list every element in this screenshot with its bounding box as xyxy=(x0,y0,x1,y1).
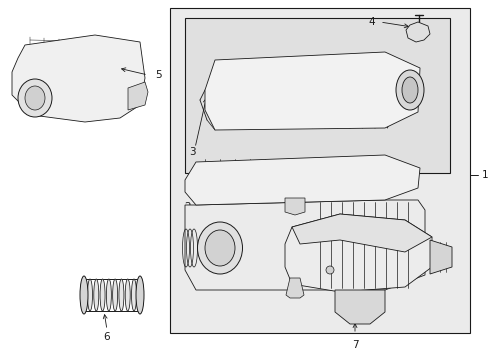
Polygon shape xyxy=(184,155,419,205)
Text: 2: 2 xyxy=(184,202,191,212)
Ellipse shape xyxy=(125,279,130,311)
Ellipse shape xyxy=(87,279,92,311)
Polygon shape xyxy=(285,214,431,292)
Ellipse shape xyxy=(18,79,52,117)
Ellipse shape xyxy=(106,279,111,311)
Text: 4: 4 xyxy=(368,17,375,27)
Ellipse shape xyxy=(119,279,123,311)
Ellipse shape xyxy=(395,70,423,110)
Text: 1: 1 xyxy=(481,170,488,180)
Ellipse shape xyxy=(197,222,242,274)
Polygon shape xyxy=(429,240,451,274)
Ellipse shape xyxy=(100,279,105,311)
Polygon shape xyxy=(12,35,145,122)
Ellipse shape xyxy=(112,279,118,311)
Ellipse shape xyxy=(136,276,143,314)
Ellipse shape xyxy=(80,276,88,314)
Polygon shape xyxy=(291,214,431,252)
Ellipse shape xyxy=(401,77,417,103)
Text: 6: 6 xyxy=(103,332,110,342)
Polygon shape xyxy=(285,198,305,215)
Text: 7: 7 xyxy=(351,340,358,350)
Bar xyxy=(184,18,449,173)
Text: 5: 5 xyxy=(155,70,162,80)
Bar xyxy=(170,8,469,333)
Ellipse shape xyxy=(204,230,235,266)
Polygon shape xyxy=(204,52,419,130)
Ellipse shape xyxy=(25,86,45,110)
Text: 3: 3 xyxy=(188,147,195,157)
Polygon shape xyxy=(405,22,429,42)
Circle shape xyxy=(325,266,333,274)
Ellipse shape xyxy=(131,279,136,311)
Polygon shape xyxy=(184,200,424,290)
Polygon shape xyxy=(334,290,384,324)
Polygon shape xyxy=(285,278,304,298)
Ellipse shape xyxy=(94,279,99,311)
Polygon shape xyxy=(128,82,148,110)
